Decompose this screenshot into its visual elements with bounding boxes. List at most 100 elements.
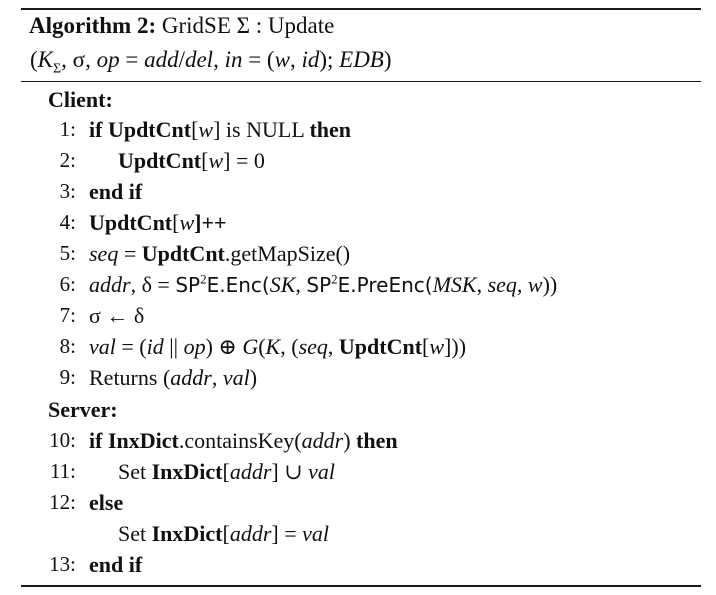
code-text: .containsKey(: [178, 428, 302, 453]
line-code: end if: [89, 179, 142, 205]
code-text: Set: [118, 521, 152, 546]
code-text: ) ⊕: [205, 334, 243, 359]
algorithm-line: 4: UpdtCnt[w]++: [0, 210, 716, 240]
code-text: ] ∪: [271, 459, 309, 484]
superscript: 2: [331, 271, 338, 287]
sig-var: K: [37, 47, 54, 72]
sig-text: );: [319, 47, 340, 72]
variable: seq: [298, 334, 328, 359]
variable: val: [308, 459, 336, 484]
algorithm-line: 6: addr, δ = SP2E.Enc(SK, SP2E.PreEnc(MS…: [0, 272, 716, 302]
line-number: 5:: [59, 241, 76, 265]
line-number: 11:: [49, 459, 76, 483]
sig-var: add: [144, 47, 179, 72]
line-number: 4:: [59, 210, 76, 234]
keyword: if: [89, 428, 108, 453]
code-text: , (: [280, 334, 299, 359]
variable: addr: [301, 428, 344, 453]
code-text: [: [222, 459, 230, 484]
line-number: 1:: [59, 117, 76, 141]
line-number: 13:: [49, 552, 76, 576]
code-text: [: [191, 117, 199, 142]
bold-identifier: UpdtCnt: [141, 241, 225, 266]
code-text: [: [201, 148, 209, 173]
line-code: Set InxDict[addr] ∪ val: [118, 459, 335, 485]
algorithm-line: 3: end if: [0, 179, 716, 209]
algorithm-line: 13: end if: [0, 552, 716, 582]
code-text: ] =: [271, 521, 303, 546]
line-code: if InxDict.containsKey(addr) then: [89, 428, 398, 454]
line-code: end if: [89, 552, 142, 578]
variable: op: [183, 334, 206, 359]
keyword: else: [89, 490, 124, 515]
line-code: seq = UpdtCnt.getMapSize(): [89, 241, 350, 267]
variable: K: [265, 334, 281, 359]
line-code: UpdtCnt[w] = 0: [118, 148, 265, 174]
variable: w: [179, 210, 195, 235]
variable: MSK: [432, 272, 477, 297]
sig-var: del: [184, 47, 214, 72]
bold-identifier: InxDict: [107, 428, 179, 453]
function-name: E.PreEnc(: [337, 273, 433, 297]
code-text: σ ← δ: [89, 303, 145, 328]
bold-identifier: UpdtCnt: [118, 148, 202, 173]
sig-var: EDB: [339, 47, 384, 72]
algorithm-line: 5: seq = UpdtCnt.getMapSize(): [0, 241, 716, 271]
header-rule: [21, 81, 701, 82]
variable: val: [89, 334, 116, 359]
bold-identifier: InxDict: [151, 521, 223, 546]
superscript: 2: [200, 271, 207, 287]
algorithm-line: Set InxDict[addr] = val: [0, 521, 716, 551]
algorithm-line: 10: if InxDict.containsKey(addr) then: [0, 428, 716, 458]
line-number: 7:: [59, 303, 76, 327]
line-code: else: [89, 490, 123, 516]
code-text: )): [542, 272, 558, 297]
code-text: ||: [163, 334, 184, 359]
code-text: = (: [115, 334, 147, 359]
code-text: [: [422, 334, 430, 359]
line-number: 2:: [59, 148, 76, 172]
variable: addr: [229, 459, 272, 484]
variable: id: [146, 334, 164, 359]
top-rule: [21, 8, 701, 10]
sig-text: ,: [289, 47, 302, 72]
sig-text: ): [383, 47, 392, 72]
code-text: Set: [118, 459, 152, 484]
algorithm-line: 7: σ ← δ: [0, 303, 716, 333]
code-text: (: [258, 334, 266, 359]
line-code: val = (id || op) ⊕ G(K, (seq, UpdtCnt[w]…: [89, 334, 466, 360]
variable: val: [222, 365, 250, 390]
code-text: ,: [211, 365, 223, 390]
code-text: ,: [295, 272, 307, 297]
line-number: 3:: [59, 179, 76, 203]
code-text: ] = 0: [223, 148, 265, 173]
code-text: Returns (: [89, 365, 171, 390]
code-text: ): [249, 365, 258, 390]
code-text: ,: [476, 272, 488, 297]
algorithm-name: GridSE Σ : Update: [161, 13, 335, 38]
sig-var: w: [274, 47, 290, 72]
code-text: ): [343, 428, 357, 453]
code-text: ]++: [194, 210, 227, 235]
algorithm-signature: (KΣ, σ, op = add/del, in = (w, id); EDB): [30, 47, 392, 76]
keyword: if: [89, 117, 108, 142]
sig-sub: Σ: [53, 61, 62, 77]
line-code: Set InxDict[addr] = val: [118, 521, 329, 547]
sig-text: = (: [242, 47, 275, 72]
variable: G: [242, 334, 259, 359]
algorithm-line: 2: UpdtCnt[w] = 0: [0, 148, 716, 178]
function-name: SP: [306, 273, 332, 297]
keyword: end if: [89, 179, 143, 204]
bold-identifier: UpdtCnt: [338, 334, 423, 359]
server-section-label: Server:: [48, 397, 118, 422]
variable: val: [302, 521, 330, 546]
bold-identifier: UpdtCnt: [107, 117, 192, 142]
variable: w: [429, 334, 445, 359]
bold-identifier: UpdtCnt: [89, 210, 173, 235]
sig-text: /: [178, 47, 185, 72]
algorithm-label: Algorithm 2:: [29, 13, 157, 38]
line-number: 12:: [49, 490, 76, 514]
algorithm-line: 9: Returns (addr, val): [0, 365, 716, 395]
algorithm-line: 8: val = (id || op) ⊕ G(K, (seq, UpdtCnt…: [0, 334, 716, 364]
variable: SK: [269, 272, 296, 297]
